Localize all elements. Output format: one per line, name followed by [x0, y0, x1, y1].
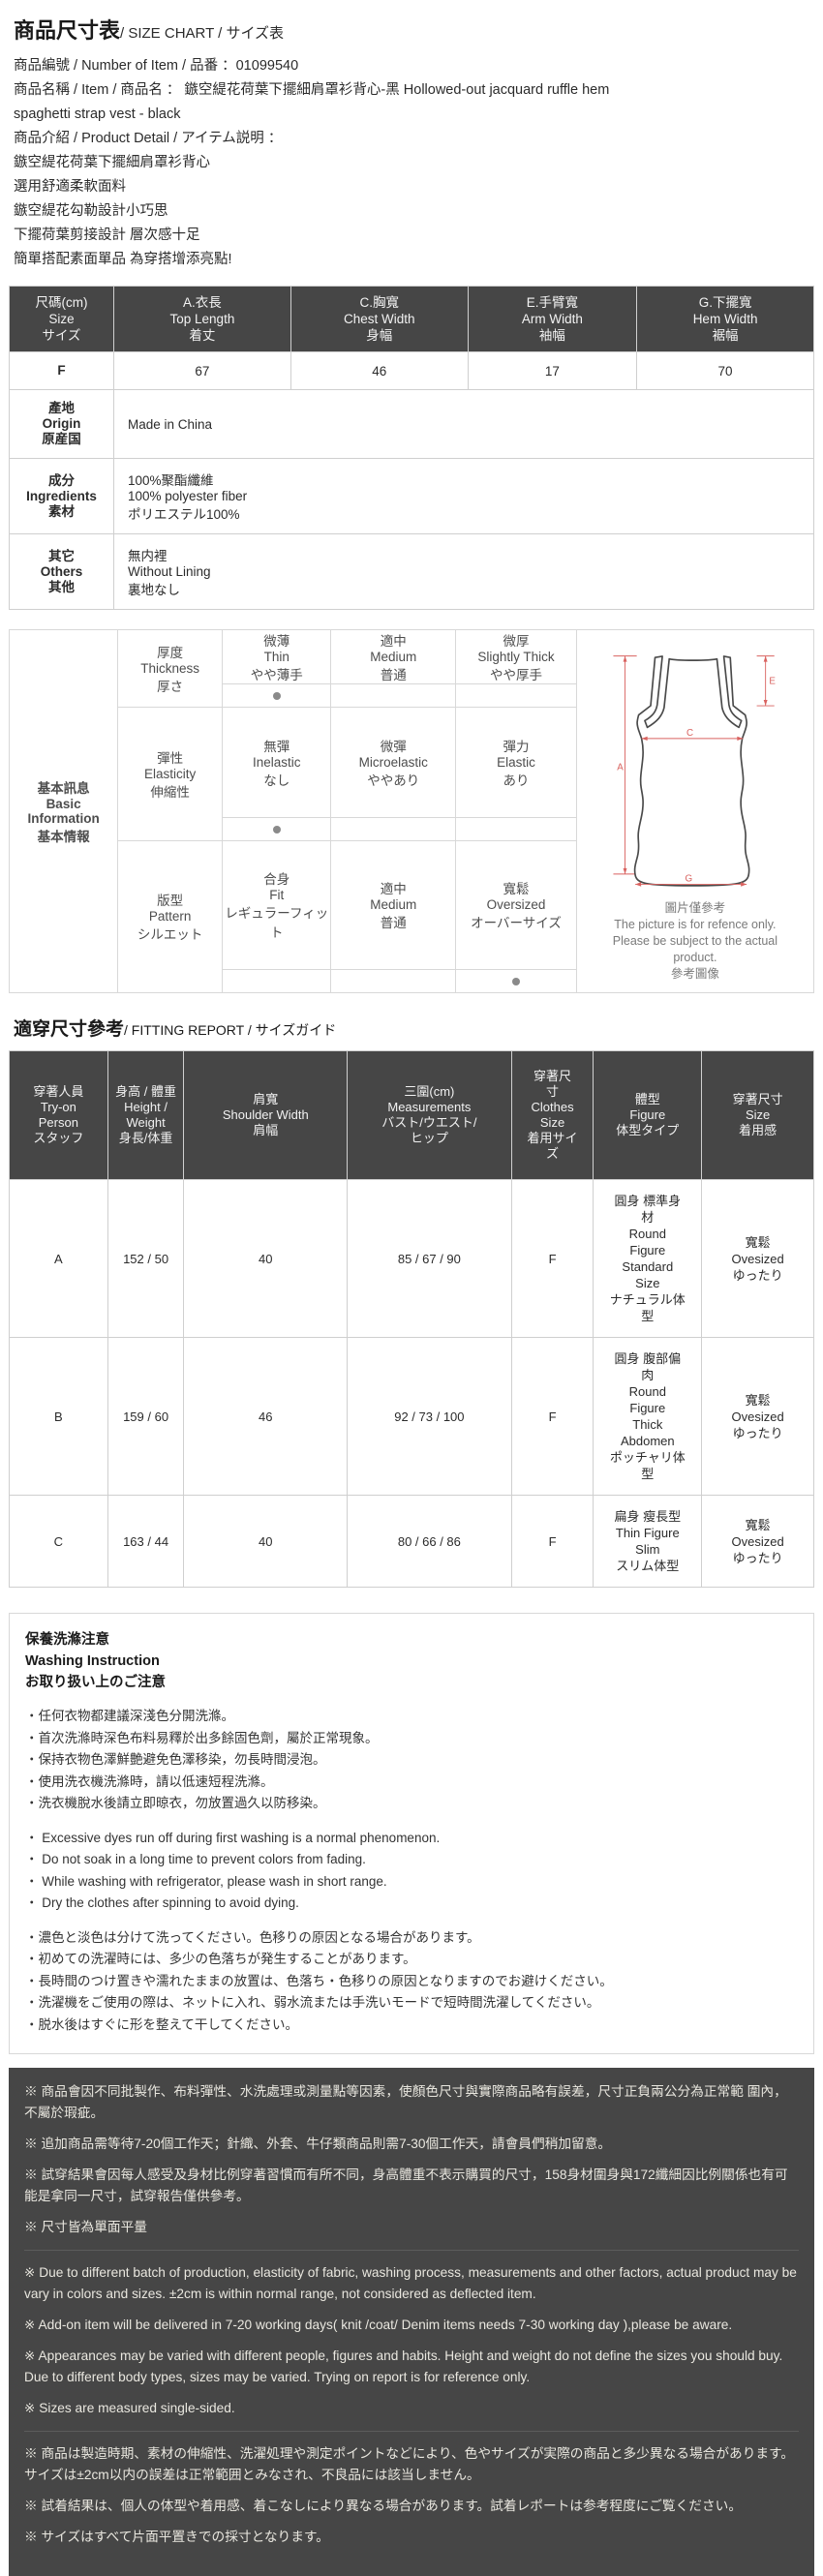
svg-text:A: A — [617, 763, 624, 773]
svg-text:E: E — [769, 676, 776, 686]
svg-text:C: C — [686, 728, 693, 739]
svg-text:G: G — [685, 873, 692, 884]
